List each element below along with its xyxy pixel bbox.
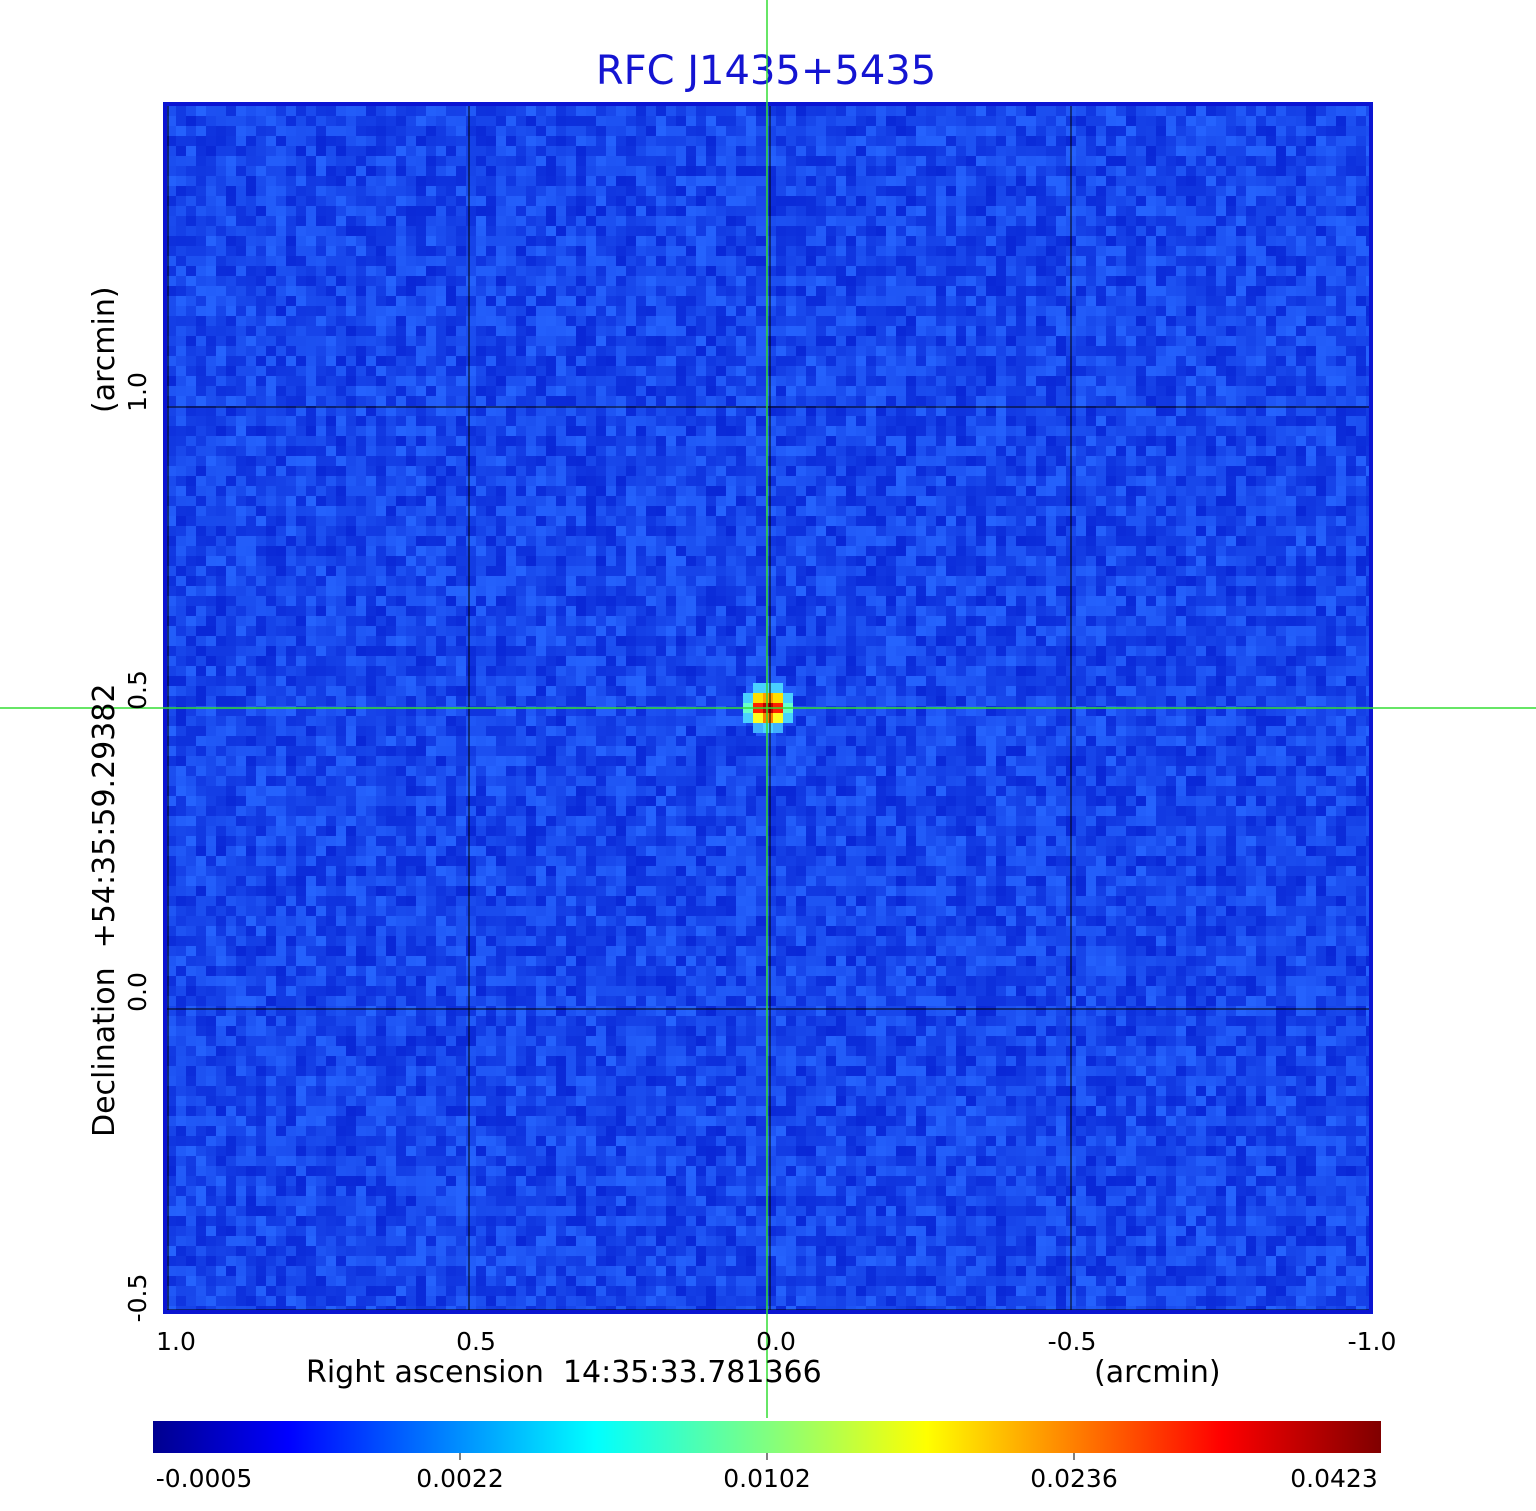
source-pixel <box>763 683 773 693</box>
source-pixel <box>773 723 783 733</box>
colorbar-tick-label: -0.0005 <box>156 1464 253 1493</box>
source-pixel <box>773 713 783 723</box>
source-pixel <box>743 713 753 723</box>
x-tick-label: -0.5 <box>1048 1327 1097 1356</box>
source-pixel <box>763 713 773 723</box>
x-axis-unit: (arcmin) <box>1094 1355 1221 1390</box>
colorbar-tick-label: 0.0423 <box>1290 1464 1377 1493</box>
colorbar-tick-label: 0.0236 <box>1030 1464 1117 1493</box>
y-axis-label: Declination +54:35:59.29382 <box>87 683 122 1137</box>
x-tick-label: 1.0 <box>156 1327 196 1356</box>
plot-title: RFC J1435+5435 <box>596 48 936 94</box>
y-axis: 1.0 0.5 0.0 -0.5 Declination +54:35:59.2… <box>87 286 152 1322</box>
source-pixel <box>763 723 773 733</box>
source-pixel <box>773 693 783 703</box>
y-tick-label: 1.0 <box>123 372 152 412</box>
y-tick-label: 0.5 <box>123 670 152 710</box>
x-tick-label: 0.5 <box>456 1327 496 1356</box>
colorbar-gradient <box>153 1421 1381 1453</box>
image-panel <box>163 102 1373 1314</box>
source-pixel <box>743 693 753 703</box>
colorbar-tick-label: 0.0102 <box>723 1464 810 1493</box>
source-pixel <box>753 713 763 723</box>
colorbar: -0.0005 0.0022 0.0102 0.0236 0.0423 <box>153 1421 1381 1493</box>
source-pixel <box>783 713 793 723</box>
x-tick-label: 0.0 <box>756 1327 796 1356</box>
x-tick-label: -1.0 <box>1348 1327 1397 1356</box>
source-pixel <box>763 693 773 703</box>
source-pixel <box>773 683 783 693</box>
x-axis-label: Right ascension 14:35:33.781366 <box>306 1355 822 1390</box>
y-tick-label: -0.5 <box>123 1274 152 1323</box>
x-axis: 1.0 0.5 0.0 -0.5 -1.0 Right ascension 14… <box>156 1327 1396 1390</box>
y-axis-unit: (arcmin) <box>87 286 122 413</box>
source-pixel <box>753 683 763 693</box>
y-tick-label: 0.0 <box>123 972 152 1012</box>
noise-field <box>166 106 1370 1310</box>
source-pixel <box>753 723 763 733</box>
source-pixel <box>783 693 793 703</box>
colorbar-tick-label: 0.0022 <box>416 1464 503 1493</box>
source-pixel <box>753 693 763 703</box>
